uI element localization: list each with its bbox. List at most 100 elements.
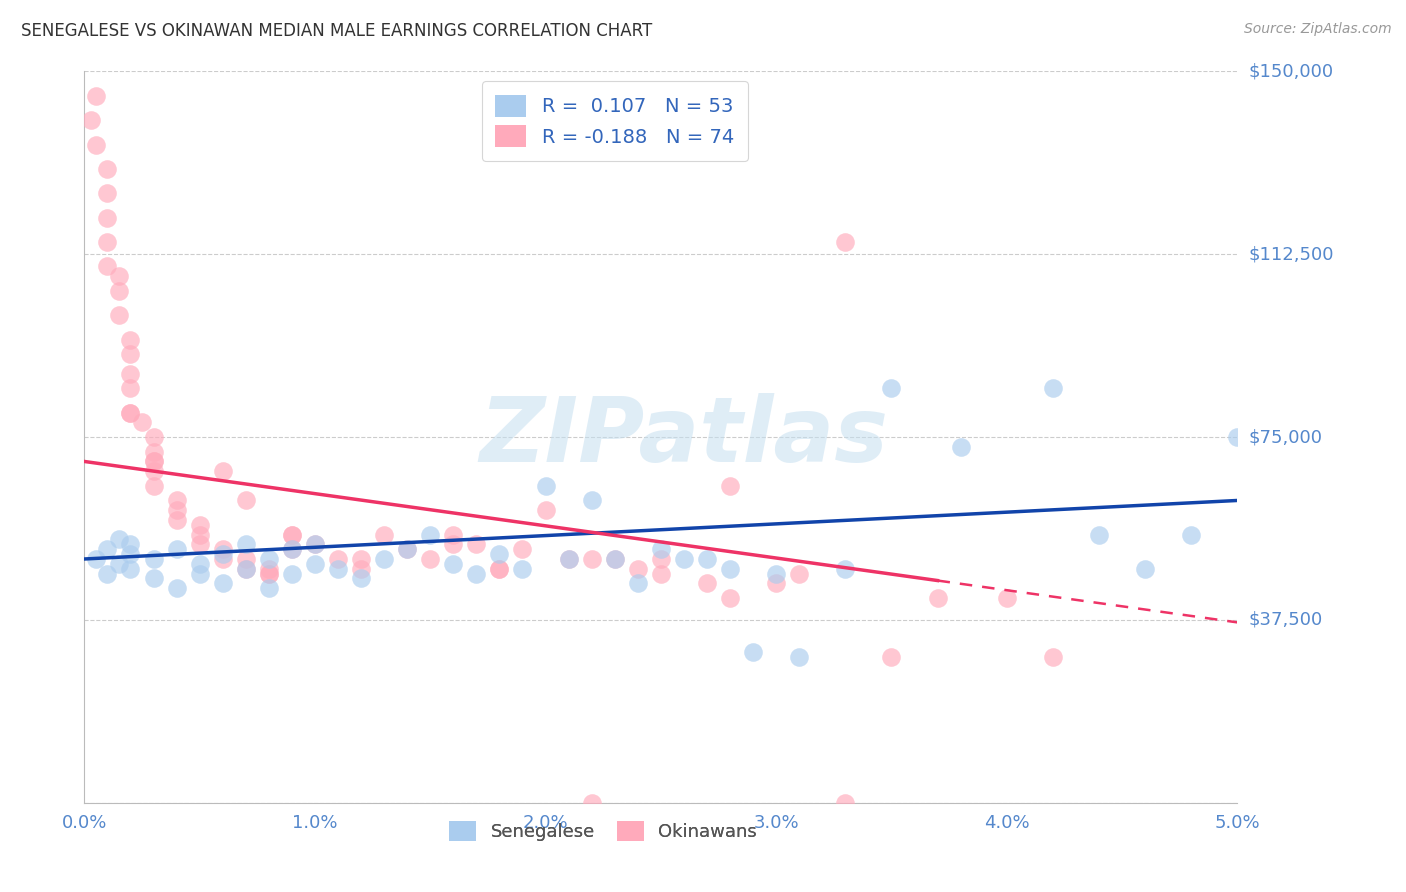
- Point: [627, 576, 650, 591]
- Point: [142, 444, 165, 458]
- Point: [326, 562, 349, 576]
- Point: [373, 527, 395, 541]
- Point: [142, 454, 165, 468]
- Point: [441, 537, 464, 551]
- Point: [108, 308, 131, 322]
- Point: [696, 576, 718, 591]
- Point: [257, 566, 280, 581]
- Point: [419, 527, 441, 541]
- Point: [304, 537, 326, 551]
- Point: [557, 552, 579, 566]
- Point: [557, 552, 579, 566]
- Point: [465, 566, 488, 581]
- Point: [1133, 562, 1156, 576]
- Point: [281, 527, 304, 541]
- Point: [1226, 430, 1249, 444]
- Point: [257, 562, 280, 576]
- Point: [949, 440, 972, 454]
- Point: [166, 493, 188, 508]
- Point: [211, 552, 233, 566]
- Text: $37,500: $37,500: [1249, 611, 1323, 629]
- Point: [120, 406, 142, 420]
- Point: [765, 576, 787, 591]
- Point: [108, 533, 131, 547]
- Point: [581, 796, 603, 810]
- Point: [166, 581, 188, 595]
- Point: [488, 562, 510, 576]
- Point: [581, 493, 603, 508]
- Point: [211, 464, 233, 478]
- Point: [211, 542, 233, 557]
- Text: Source: ZipAtlas.com: Source: ZipAtlas.com: [1244, 22, 1392, 37]
- Point: [441, 557, 464, 571]
- Point: [80, 113, 103, 128]
- Point: [281, 542, 304, 557]
- Point: [718, 562, 741, 576]
- Point: [696, 552, 718, 566]
- Point: [650, 542, 672, 557]
- Point: [188, 557, 211, 571]
- Point: [534, 479, 557, 493]
- Point: [718, 479, 741, 493]
- Point: [373, 552, 395, 566]
- Point: [257, 552, 280, 566]
- Point: [627, 562, 650, 576]
- Point: [131, 416, 153, 430]
- Legend: Senegalese, Okinawans: Senegalese, Okinawans: [441, 814, 765, 848]
- Point: [441, 527, 464, 541]
- Point: [581, 552, 603, 566]
- Point: [120, 537, 142, 551]
- Point: [350, 562, 373, 576]
- Point: [257, 581, 280, 595]
- Point: [188, 517, 211, 532]
- Point: [166, 513, 188, 527]
- Point: [1042, 381, 1064, 395]
- Point: [1042, 649, 1064, 664]
- Point: [1088, 527, 1111, 541]
- Text: SENEGALESE VS OKINAWAN MEDIAN MALE EARNINGS CORRELATION CHART: SENEGALESE VS OKINAWAN MEDIAN MALE EARNI…: [21, 22, 652, 40]
- Point: [96, 542, 118, 557]
- Text: $75,000: $75,000: [1249, 428, 1323, 446]
- Point: [166, 503, 188, 517]
- Point: [465, 537, 488, 551]
- Point: [188, 566, 211, 581]
- Point: [257, 566, 280, 581]
- Point: [304, 537, 326, 551]
- Point: [142, 572, 165, 586]
- Point: [96, 235, 118, 249]
- Point: [603, 552, 626, 566]
- Point: [120, 347, 142, 361]
- Point: [281, 542, 304, 557]
- Point: [742, 645, 765, 659]
- Point: [672, 552, 695, 566]
- Point: [488, 547, 510, 561]
- Point: [419, 552, 441, 566]
- Point: [142, 552, 165, 566]
- Point: [534, 503, 557, 517]
- Point: [235, 562, 257, 576]
- Point: [120, 547, 142, 561]
- Text: $112,500: $112,500: [1249, 245, 1334, 263]
- Point: [142, 479, 165, 493]
- Point: [718, 591, 741, 605]
- Point: [350, 572, 373, 586]
- Point: [1180, 527, 1202, 541]
- Point: [96, 186, 118, 201]
- Point: [211, 576, 233, 591]
- Point: [834, 235, 856, 249]
- Point: [834, 562, 856, 576]
- Point: [603, 552, 626, 566]
- Point: [120, 381, 142, 395]
- Point: [96, 566, 118, 581]
- Point: [120, 333, 142, 347]
- Point: [108, 557, 131, 571]
- Point: [995, 591, 1018, 605]
- Point: [120, 562, 142, 576]
- Point: [281, 527, 304, 541]
- Point: [108, 284, 131, 298]
- Point: [142, 464, 165, 478]
- Point: [927, 591, 949, 605]
- Point: [120, 367, 142, 381]
- Point: [235, 537, 257, 551]
- Point: [84, 88, 107, 103]
